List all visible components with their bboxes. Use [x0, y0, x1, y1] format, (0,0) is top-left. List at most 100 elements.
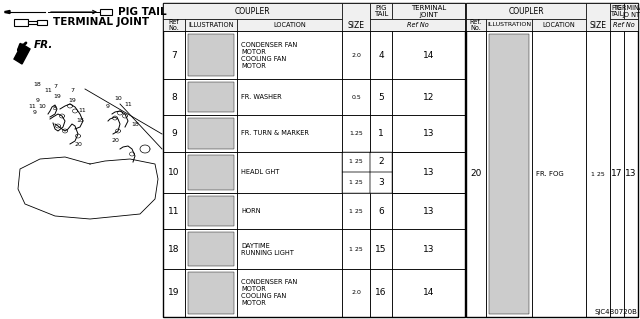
- Bar: [185, 193, 237, 229]
- Text: 18: 18: [76, 118, 84, 123]
- Bar: [370, 172, 392, 193]
- Text: FR. WASHER: FR. WASHER: [241, 94, 282, 100]
- Text: PIG TAIL: PIG TAIL: [118, 7, 166, 17]
- Text: SIZE: SIZE: [348, 20, 365, 29]
- Text: 9: 9: [36, 99, 40, 103]
- Text: 20: 20: [111, 138, 119, 144]
- Text: 20: 20: [74, 142, 82, 146]
- Text: 0.5: 0.5: [351, 95, 361, 100]
- Polygon shape: [5, 11, 10, 13]
- Bar: [185, 269, 237, 317]
- Bar: [392, 152, 465, 193]
- Text: 13: 13: [423, 207, 435, 216]
- Bar: [532, 19, 586, 31]
- Bar: [237, 229, 342, 269]
- Text: 19: 19: [53, 94, 61, 100]
- Bar: [392, 269, 465, 317]
- Bar: [28, 20, 37, 24]
- Bar: [392, 193, 465, 229]
- Text: 18: 18: [131, 122, 139, 127]
- Bar: [185, 152, 237, 193]
- Text: PIG
TAIL: PIG TAIL: [374, 4, 388, 18]
- Bar: [342, 115, 370, 152]
- Bar: [185, 115, 237, 152]
- Bar: [237, 269, 342, 317]
- Text: 19: 19: [168, 288, 180, 297]
- Text: 18: 18: [168, 245, 180, 254]
- Bar: [237, 79, 342, 115]
- Text: 18: 18: [33, 81, 41, 86]
- Text: Ref No: Ref No: [406, 22, 428, 28]
- Text: COUPLER: COUPLER: [235, 6, 270, 16]
- Text: 1: 1: [378, 129, 384, 138]
- Text: CONDENSER FAN
MOTOR
COOLING FAN
MOTOR: CONDENSER FAN MOTOR COOLING FAN MOTOR: [241, 279, 297, 306]
- Bar: [392, 115, 465, 152]
- Text: PIG
TAIL: PIG TAIL: [611, 4, 624, 18]
- Bar: [188, 118, 234, 149]
- Text: 2: 2: [378, 158, 384, 167]
- Bar: [610, 31, 624, 317]
- Text: 10: 10: [114, 97, 122, 101]
- Text: 11: 11: [124, 101, 132, 107]
- Bar: [163, 269, 185, 317]
- Bar: [37, 19, 47, 25]
- Text: 1 25: 1 25: [349, 160, 363, 165]
- Bar: [237, 31, 342, 79]
- Bar: [163, 19, 185, 31]
- Text: 7: 7: [171, 51, 177, 60]
- Bar: [163, 115, 185, 152]
- Text: CONDENSER FAN
MOTOR
COOLING FAN
MOTOR: CONDENSER FAN MOTOR COOLING FAN MOTOR: [241, 41, 297, 69]
- Text: 5: 5: [378, 93, 384, 102]
- Text: 17: 17: [611, 169, 623, 179]
- Bar: [163, 229, 185, 269]
- Text: TERMINAL
JOINT: TERMINAL JOINT: [411, 4, 446, 18]
- Bar: [163, 3, 465, 317]
- Text: 10: 10: [168, 168, 180, 177]
- Bar: [392, 79, 465, 115]
- Bar: [342, 269, 370, 317]
- Text: 1 25: 1 25: [591, 172, 605, 176]
- Text: HORN: HORN: [241, 208, 260, 214]
- Text: 7: 7: [53, 85, 57, 90]
- Polygon shape: [14, 44, 30, 64]
- Bar: [185, 79, 237, 115]
- Bar: [14, 19, 28, 26]
- Text: 1 25: 1 25: [349, 247, 363, 252]
- Bar: [624, 3, 638, 19]
- Text: 6: 6: [378, 207, 384, 216]
- Bar: [370, 31, 392, 79]
- Bar: [466, 3, 586, 19]
- Text: 7: 7: [70, 88, 74, 93]
- Bar: [370, 19, 465, 31]
- Bar: [163, 79, 185, 115]
- Text: 9: 9: [106, 103, 110, 108]
- Bar: [188, 154, 234, 190]
- Bar: [392, 3, 465, 19]
- Bar: [466, 19, 486, 31]
- Bar: [466, 31, 486, 317]
- Text: LOCATION: LOCATION: [273, 22, 306, 28]
- Text: COUPLER: COUPLER: [508, 6, 544, 16]
- Bar: [486, 19, 532, 31]
- Text: Ref
No.: Ref No.: [168, 19, 179, 32]
- Bar: [100, 9, 112, 15]
- Bar: [185, 31, 237, 79]
- Text: 15: 15: [375, 245, 387, 254]
- Text: FR. TURN & MARKER: FR. TURN & MARKER: [241, 130, 309, 137]
- Bar: [237, 193, 342, 229]
- Bar: [163, 152, 185, 193]
- Text: 3: 3: [378, 178, 384, 187]
- Text: 8: 8: [171, 93, 177, 102]
- Bar: [624, 31, 638, 317]
- Text: 13: 13: [423, 129, 435, 138]
- Text: Ref No: Ref No: [613, 22, 635, 28]
- Text: 11: 11: [44, 88, 52, 93]
- Text: LOCATION: LOCATION: [543, 22, 575, 28]
- Text: 4: 4: [378, 51, 384, 60]
- Text: 2.0: 2.0: [351, 53, 361, 58]
- Bar: [342, 152, 370, 172]
- Text: 13: 13: [423, 168, 435, 177]
- Bar: [486, 31, 532, 317]
- Text: 1 25: 1 25: [349, 209, 363, 214]
- Text: FR.: FR.: [34, 40, 53, 50]
